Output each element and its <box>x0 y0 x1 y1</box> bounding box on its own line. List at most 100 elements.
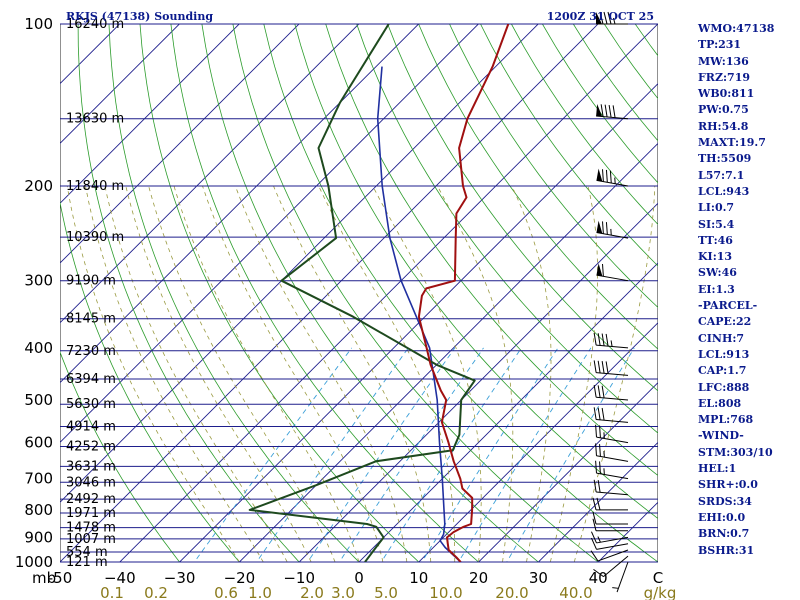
wind-barb <box>592 497 628 511</box>
temperature-tick-label: -50 <box>48 569 73 587</box>
moist-adiabat <box>550 185 599 562</box>
parameter-item: MW:136 <box>698 54 749 68</box>
barb-shaft <box>596 536 629 544</box>
barb-shaft <box>596 436 629 444</box>
dry-adiabat <box>108 24 360 562</box>
height-label: 1971 m <box>66 506 116 521</box>
isotherm-line <box>60 24 420 384</box>
barb-half-feather <box>612 587 619 589</box>
dry-adiabat <box>387 24 658 392</box>
height-label: 2492 m <box>66 492 116 507</box>
sounding-time: 1200Z 31 OCT 25 <box>547 10 654 23</box>
wind-barb <box>593 384 629 401</box>
temperature-tick-label: −10 <box>283 569 315 587</box>
temperature-tick-label: −20 <box>224 569 256 587</box>
parameter-item: HEL:1 <box>698 462 737 476</box>
height-label: 1478 m <box>66 521 116 536</box>
wind-barb <box>593 555 629 578</box>
parameter-item: MPL:768 <box>698 413 754 427</box>
moist-adiabat <box>573 185 656 562</box>
barb-shaft <box>596 491 629 496</box>
barb-feather <box>600 104 604 117</box>
pressure-tick-label: 600 <box>24 434 53 452</box>
temperature-line <box>417 24 510 562</box>
barb-feather <box>593 407 597 420</box>
barb-feather <box>592 511 597 525</box>
barb-shaft <box>596 396 629 401</box>
dry-adiabat <box>232 24 599 562</box>
moist-adiabat <box>202 185 384 562</box>
dry-adiabat <box>60 200 240 562</box>
height-label: 7230 m <box>66 344 116 359</box>
mixing-ratio-tick-label: 0.2 <box>144 584 168 600</box>
temperature-tick-label: 30 <box>529 569 548 587</box>
barb-feather <box>597 360 601 374</box>
barb-shaft <box>596 419 629 423</box>
barb-feather <box>593 479 597 493</box>
dry-adiabat <box>449 24 658 308</box>
wind-barbs <box>590 11 629 593</box>
barb-shaft <box>596 372 629 376</box>
pressure-tick-label: 500 <box>24 391 53 409</box>
height-label: 11840 m <box>66 179 124 194</box>
parameter-item: EI:1.3 <box>698 282 735 296</box>
parameter-item: PW:0.75 <box>698 103 749 117</box>
isotherm-line <box>298 202 658 562</box>
barb-feather <box>592 497 597 510</box>
pressure-tick-label: 800 <box>24 501 53 519</box>
wind-barb <box>590 549 629 562</box>
barb-feather <box>604 104 608 117</box>
parameter-item: LI:0.7 <box>698 201 735 215</box>
barb-feather <box>597 385 601 398</box>
barb-feather <box>599 461 601 474</box>
parameter-item: BSHR:31 <box>698 543 755 557</box>
barb-feather <box>603 11 608 25</box>
parameter-item: MAXT:19.7 <box>698 136 766 150</box>
dry-adiabat <box>356 24 658 434</box>
dry-adiabat <box>60 350 181 562</box>
barb-feather <box>593 568 604 578</box>
barb-pennant <box>596 220 603 234</box>
moist-adiabat <box>511 185 552 562</box>
barb-shaft <box>596 543 629 550</box>
parameter-item: -PARCEL- <box>698 299 758 313</box>
barb-shaft <box>597 549 629 562</box>
height-label: 8145 m <box>66 312 116 327</box>
pressure-tick-label: 200 <box>24 177 53 195</box>
parameter-item: LFC:888 <box>698 380 750 394</box>
barb-feather <box>608 104 612 118</box>
parameter-item: CINH:7 <box>698 331 745 345</box>
moist-adiabat <box>234 185 408 562</box>
parameter-item: RH:54.8 <box>698 119 749 133</box>
isotherm-line <box>119 24 658 562</box>
moist-adiabat <box>173 185 360 562</box>
parameter-item: BRN:0.7 <box>698 527 750 541</box>
parameter-item: EL:808 <box>698 396 742 410</box>
height-label: 4914 m <box>66 420 116 435</box>
parameters-panel: WMO:47138 TP:231 MW:136 FRZ:719 WB0:811 PW:0.… <box>698 21 774 559</box>
barb-shaft <box>596 179 629 187</box>
moist-adiabat <box>148 185 336 562</box>
station-title: RKJS (47138) Sounding <box>66 10 213 23</box>
pressure-tick-label: 300 <box>24 272 53 290</box>
wind-barb <box>592 518 628 532</box>
barb-pennant <box>596 12 602 24</box>
barb-feather <box>605 169 608 183</box>
wind-barb <box>592 511 628 525</box>
mixing-ratio-line <box>506 347 635 562</box>
barb-feather <box>601 407 605 421</box>
mixing-ratio-tick-label: g/kg <box>644 584 677 600</box>
height-label: 3046 m <box>66 475 116 490</box>
background-lines <box>60 24 658 562</box>
pressure-tick-label: 1000 <box>15 553 53 571</box>
temperature-tick-label: C <box>653 569 663 587</box>
barb-feather <box>595 424 597 438</box>
wind-barb <box>593 360 629 376</box>
parameter-item: SI:5.4 <box>698 217 735 231</box>
barb-half-feather <box>613 17 616 25</box>
barb-feather <box>599 425 601 438</box>
isotherm-line <box>60 24 599 562</box>
parameter-item: FRZ:719 <box>698 70 751 84</box>
parameter-item: EHI:0.0 <box>698 510 746 524</box>
